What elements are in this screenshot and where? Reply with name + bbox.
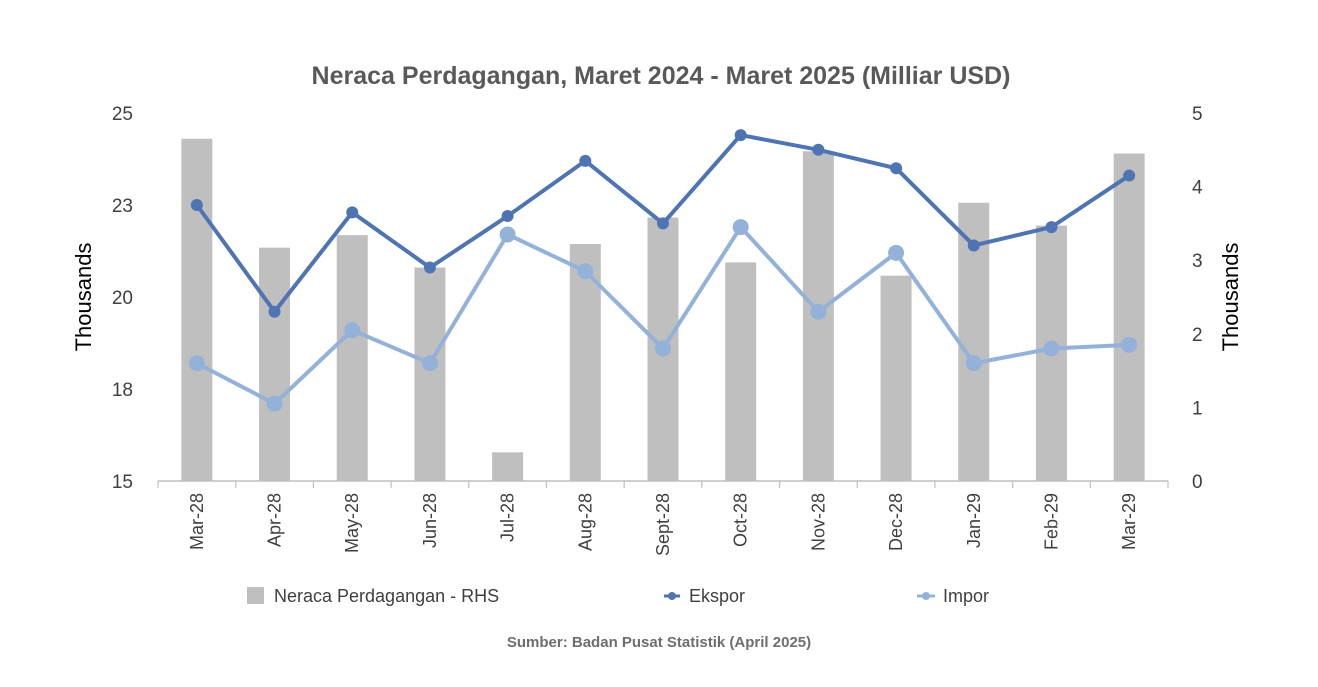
point-impor-jun-28 [421,355,438,372]
x-tick-label: Mar-28 [187,493,207,550]
point-impor-jul-28 [499,226,516,243]
legend-label-neraca: Neraca Perdagangan - RHS [274,586,499,606]
point-impor-dec-28 [888,244,905,261]
x-tick-label: Dec-28 [886,493,906,551]
left-tick-label: 18 [112,380,133,401]
chart-title: Neraca Perdagangan, Maret 2024 - Maret 2… [312,62,1011,90]
point-impor-sept-28 [655,340,671,357]
x-tick-label: Jan-29 [964,493,984,548]
left-tick-label: 25 [112,104,133,125]
point-impor-jan-29 [965,355,982,372]
point-ekspor-sept-28 [657,217,669,230]
x-tick-label: May-28 [342,493,362,553]
point-ekspor-oct-28 [734,129,747,142]
x-tick-label: Apr-28 [265,493,285,547]
left-axis-title: Thousands [71,243,96,352]
bar-series-group [181,138,1145,482]
right-tick-label: 1 [1192,398,1203,419]
point-ekspor-jun-28 [423,261,436,274]
legend: Neraca Perdagangan - RHS Ekspor Impor [247,586,989,606]
right-axis-title: Thousands [1218,243,1243,352]
x-tick-label: Nov-28 [808,493,828,551]
point-ekspor-nov-28 [812,143,825,156]
axes-group: Mar-28 Apr-28 May-28 Jun-28 Jul-28 Aug-28 Sept… [112,104,1203,556]
x-tick-label: Feb-29 [1041,493,1061,550]
legend-label-impor: Impor [943,586,989,606]
left-tick-label: 20 [112,288,133,309]
point-impor-apr-28 [266,395,283,412]
point-impor-oct-28 [732,219,749,236]
bar-mar-29 [1113,153,1145,482]
bar-dec-28 [880,275,912,481]
right-tick-label: 4 [1192,178,1203,199]
legend-swatch-neraca [247,587,264,604]
bar-apr-28 [259,247,291,481]
x-tick-label: Jun-28 [420,493,440,548]
right-tick-label: 3 [1192,251,1203,272]
right-tick-label: 5 [1192,104,1203,125]
point-ekspor-mar-28 [190,199,203,211]
legend-marker-ekspor [668,592,676,600]
x-tick-label: Jul-28 [498,493,518,542]
point-impor-aug-28 [577,263,594,280]
bar-may-28 [336,235,368,481]
right-tick-label: 0 [1192,472,1203,493]
x-tick-label: Mar-29 [1119,493,1139,550]
point-ekspor-apr-28 [268,305,281,318]
point-impor-mar-29 [1121,336,1138,353]
bar-oct-28 [725,262,757,481]
point-impor-may-28 [344,322,361,339]
legend-marker-impor [922,592,930,600]
bar-jun-28 [414,267,446,481]
point-ekspor-aug-28 [579,154,592,167]
bar-mar-28 [181,138,213,481]
bar-jul-28 [492,452,524,481]
x-tick-label: Sept-28 [653,493,673,556]
right-tick-label: 2 [1192,325,1203,346]
point-ekspor-dec-28 [890,162,903,175]
x-tick-label: Aug-28 [575,493,595,551]
x-tick-label: Oct-28 [731,493,751,547]
legend-label-ekspor: Ekspor [689,586,745,606]
left-tick-label: 15 [112,472,133,493]
left-tick-label: 23 [112,196,133,217]
point-ekspor-feb-29 [1045,221,1058,234]
point-ekspor-may-28 [346,206,359,219]
point-impor-feb-29 [1043,340,1060,357]
source-note: Sumber: Badan Pusat Statistik (April 202… [507,634,811,651]
point-impor-mar-28 [188,355,205,372]
point-ekspor-mar-29 [1123,169,1136,182]
line-series-group [188,129,1138,412]
point-ekspor-jan-29 [967,239,980,252]
point-impor-nov-28 [810,303,827,320]
point-ekspor-jul-28 [501,210,514,223]
